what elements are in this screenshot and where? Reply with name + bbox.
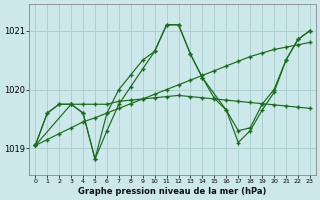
X-axis label: Graphe pression niveau de la mer (hPa): Graphe pression niveau de la mer (hPa) xyxy=(78,187,267,196)
